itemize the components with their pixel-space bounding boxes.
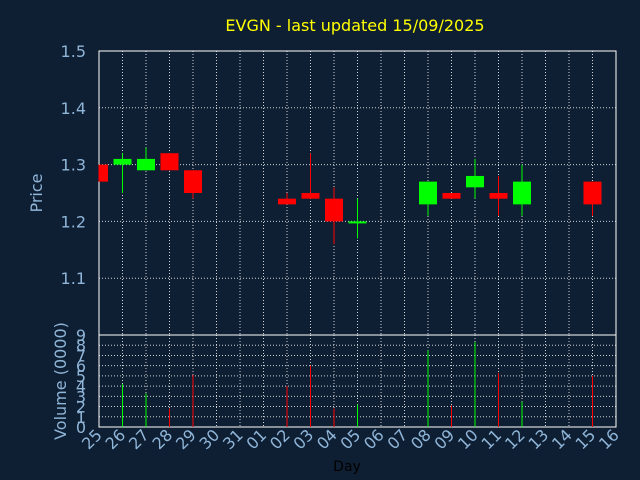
candle-body xyxy=(184,170,202,193)
volume-tick-label: 7 xyxy=(76,346,86,365)
volume-tick-label: 8 xyxy=(76,336,86,355)
volume-tick-label: 3 xyxy=(76,387,86,406)
candle-body xyxy=(99,164,108,182)
candle-body xyxy=(583,181,602,205)
candle-body xyxy=(466,175,484,188)
candle-body xyxy=(348,221,367,224)
chart-title: EVGN - last updated 15/09/2025 xyxy=(225,16,484,35)
price-grid xyxy=(99,51,616,335)
price-tick-label: 1.4 xyxy=(61,99,86,118)
x-axis-label: Day xyxy=(333,459,361,475)
candle-body xyxy=(301,193,320,199)
candle-body xyxy=(137,158,155,171)
x-tick-labels: 2526272829303101020304050607080910111213… xyxy=(78,425,623,453)
volume-tick-label: 2 xyxy=(76,398,86,417)
volume-axis-label: Volume (0000) xyxy=(51,322,70,440)
candle-body xyxy=(442,193,461,199)
price-tick-label: 1.2 xyxy=(61,212,86,231)
x-tick-label: 16 xyxy=(595,425,623,453)
volume-tick-label: 9 xyxy=(76,326,86,345)
candle-body xyxy=(113,158,132,165)
volume-tick-label: 1 xyxy=(76,408,86,427)
candle-body xyxy=(419,181,437,205)
volume-tick-label: 4 xyxy=(76,377,86,396)
price-tick-label: 1.3 xyxy=(61,156,86,175)
price-tick-label: 1.5 xyxy=(61,42,86,61)
volume-tick-label: 5 xyxy=(76,367,86,386)
candle-body xyxy=(278,198,296,205)
candle-body xyxy=(325,198,343,222)
candle-body xyxy=(160,153,179,171)
volume-tick-label: 0 xyxy=(76,418,86,437)
price-y-ticks: 1.1 1.2 1.3 1.4 1.5 xyxy=(61,42,86,288)
candles xyxy=(98,147,602,245)
price-tick-label: 1.1 xyxy=(61,269,86,288)
volume-bars xyxy=(122,342,593,427)
price-axis-label: Price xyxy=(27,173,46,212)
candle-body xyxy=(513,181,531,205)
candle-body xyxy=(489,193,508,199)
volume-tick-label: 6 xyxy=(76,357,86,376)
